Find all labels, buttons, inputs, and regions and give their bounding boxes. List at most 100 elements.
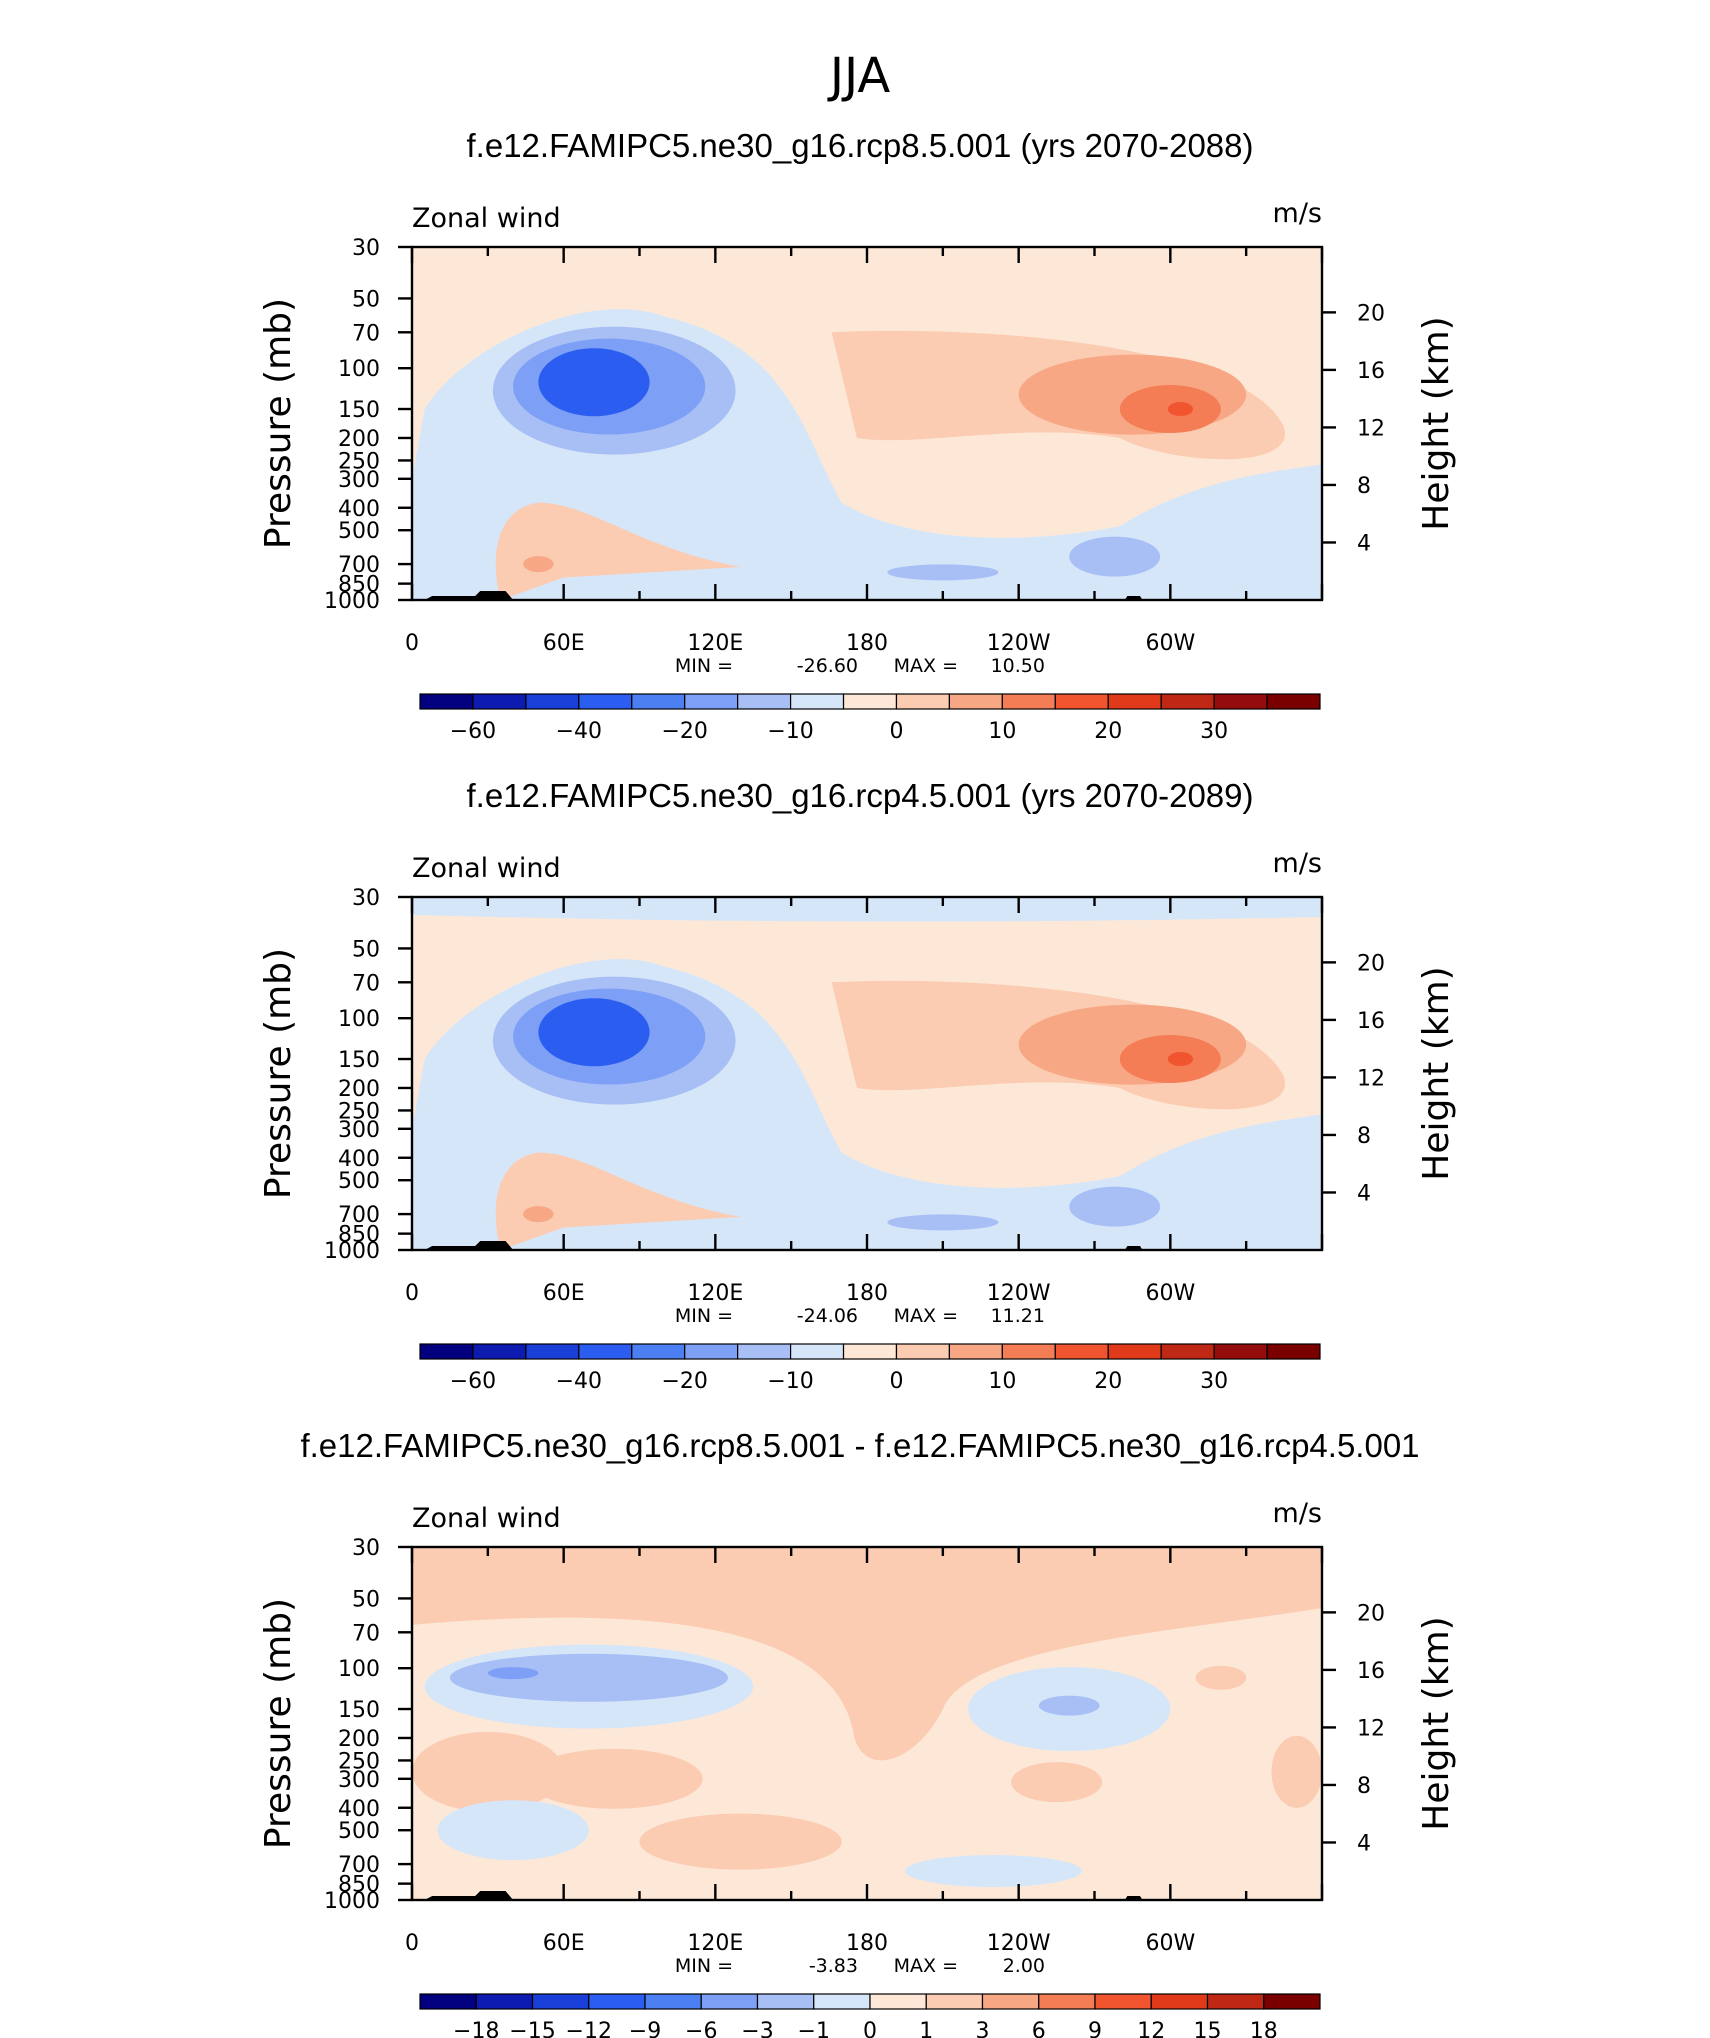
colorbar-swatch <box>1263 1993 1321 2010</box>
y-tick-label: 850 <box>338 573 380 598</box>
y-tick-label: 700 <box>338 553 380 578</box>
y-tick-label: 300 <box>338 468 380 493</box>
y-tick-label: 850 <box>338 1223 380 1248</box>
x-tick-label: 120W <box>987 1931 1051 1956</box>
x-tick-label: 180 <box>846 1281 888 1306</box>
colorbar-swatch <box>813 1993 871 2010</box>
contour-field <box>412 897 1322 1250</box>
y-tick-label: 1000 <box>324 589 380 614</box>
y-axis-title-right: Height (km) <box>1416 316 1457 530</box>
y-tick-label: 1000 <box>324 1889 380 1914</box>
colorbar-swatch <box>925 1993 984 2010</box>
y-tick-label: 400 <box>338 1797 380 1822</box>
colorbar-swatch <box>948 693 1003 710</box>
colorbar-swatch <box>578 1343 633 1360</box>
y-tick-label: 300 <box>338 1118 380 1143</box>
colorbar-swatch <box>472 1343 527 1360</box>
y-tick-label: 30 <box>352 236 380 261</box>
negative-region-core <box>487 1667 539 1680</box>
y-tick-label: 500 <box>338 1169 380 1194</box>
colorbar-label: −20 <box>661 1369 707 1394</box>
x-tick-label: 180 <box>846 631 888 656</box>
low-easterly-patch <box>1069 536 1161 577</box>
westerly-jet-core <box>1167 402 1194 417</box>
colorbar-swatch <box>737 1343 792 1360</box>
colorbar-swatch <box>1213 693 1268 710</box>
colorbar-swatch <box>1213 1343 1268 1360</box>
colorbar-swatch <box>531 1993 590 2010</box>
colorbar-label: 30 <box>1200 1369 1228 1394</box>
height-tick-label: 8 <box>1357 474 1371 499</box>
colorbar-label: 9 <box>1088 2019 1102 2038</box>
y-tick-label: 150 <box>338 1698 380 1723</box>
min-label: MIN = <box>675 655 733 677</box>
x-tick-label: 120W <box>987 1281 1051 1306</box>
colorbar-label: 0 <box>889 1369 903 1394</box>
contour-field <box>412 1547 1322 1900</box>
chart-panel-3: f.e12.FAMIPC5.ne30_g16.rcp8.5.001 - f.e1… <box>258 1427 1457 2038</box>
colorbar-swatch <box>895 693 951 710</box>
colorbar-swatch <box>1150 1993 1209 2010</box>
height-tick-label: 20 <box>1357 1601 1385 1626</box>
colorbar-label: −6 <box>685 2019 717 2038</box>
figure-title: JJA <box>827 48 890 104</box>
x-tick-label: 180 <box>846 1931 888 1956</box>
x-tick-label: 120W <box>987 631 1051 656</box>
colorbar-label: 6 <box>1032 2019 1046 2038</box>
y-tick-label: 30 <box>352 1536 380 1561</box>
negative-region-mid <box>1038 1695 1100 1716</box>
colorbar-swatch <box>472 693 527 710</box>
colorbar-swatch <box>1001 1343 1056 1360</box>
y-tick-label: 200 <box>338 427 380 452</box>
y-tick-label: 100 <box>338 1007 380 1032</box>
colorbar-label: 18 <box>1250 2019 1278 2038</box>
y-tick-label: 1000 <box>324 1239 380 1264</box>
colorbar-label: −12 <box>566 2019 612 2038</box>
topography <box>424 1891 514 1900</box>
colorbar: −60 −40 −20 −10 0 10 20 30 <box>419 1343 1321 1394</box>
colorbar-swatch <box>578 693 633 710</box>
y-tick-label: 70 <box>352 1621 380 1646</box>
y-tick-label: 500 <box>338 519 380 544</box>
low-westerlies <box>495 502 741 600</box>
min-label: MIN = <box>675 1955 733 1977</box>
y-tick-label: 50 <box>352 287 380 312</box>
y-tick-label: 70 <box>352 971 380 996</box>
colorbar-swatch <box>842 1343 898 1360</box>
y-axis-title: Pressure (mb) <box>258 1598 299 1849</box>
y-tick-label: 250 <box>338 449 380 474</box>
x-tick-label: 60W <box>1145 1931 1195 1956</box>
y-tick-label: 70 <box>352 321 380 346</box>
y-tick-label: 50 <box>352 1587 380 1612</box>
max-label: MAX = <box>894 1305 958 1327</box>
low-easterly-patch <box>887 1214 999 1231</box>
positive-region <box>1195 1665 1247 1690</box>
x-tick-label: 60W <box>1145 1281 1195 1306</box>
colorbar-label: 20 <box>1094 719 1122 744</box>
units-label: m/s <box>1273 1498 1322 1529</box>
y-tick-label: 100 <box>338 357 380 382</box>
colorbar-swatch <box>1206 1993 1265 2010</box>
low-westerly-core <box>523 1206 554 1223</box>
x-tick-label: 0 <box>405 1281 419 1306</box>
colorbar-swatch <box>419 1993 477 2010</box>
colorbar-label: −9 <box>629 2019 661 2038</box>
colorbar-swatch <box>631 693 686 710</box>
y-tick-label: 400 <box>338 1147 380 1172</box>
min-value: -24.06 <box>797 1305 858 1327</box>
x-tick-label: 60W <box>1145 631 1195 656</box>
colorbar-swatch <box>789 693 845 710</box>
units-label: m/s <box>1273 848 1322 879</box>
negative-region <box>904 1855 1082 1888</box>
y-tick-label: 850 <box>338 1873 380 1898</box>
variable-label: Zonal wind <box>412 203 561 234</box>
colorbar-label: 20 <box>1094 1369 1122 1394</box>
negative-region <box>437 1800 589 1861</box>
chart-panel-2: f.e12.FAMIPC5.ne30_g16.rcp4.5.001 (yrs 2… <box>258 777 1457 1394</box>
y-axis-title: Pressure (mb) <box>258 948 299 1199</box>
colorbar-swatch <box>475 1993 534 2010</box>
positive-region <box>412 1731 564 1812</box>
y-tick-label: 100 <box>338 1657 380 1682</box>
y-axis-title-right: Height (km) <box>1416 1616 1457 1830</box>
colorbar-swatch <box>981 1993 1040 2010</box>
